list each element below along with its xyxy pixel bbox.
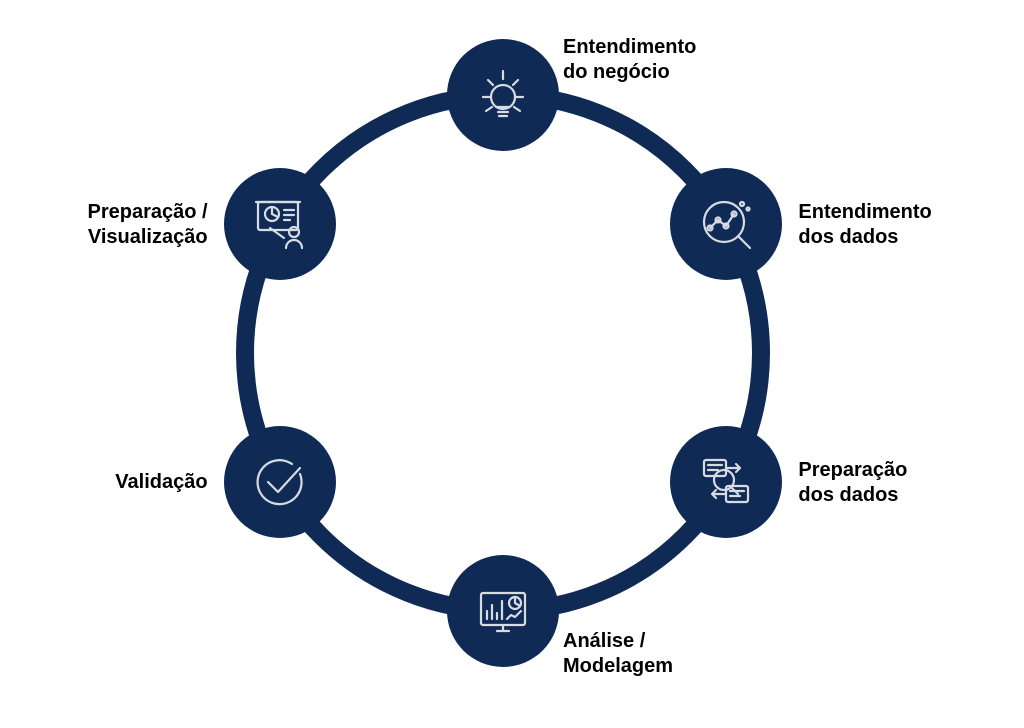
process-node-business-understanding [447,39,559,151]
lightbulb-icon [471,63,535,127]
process-cycle-diagram: Entendimento do negócio Entendimento dos … [0,0,1024,728]
dashboard-icon [471,579,535,643]
process-node-data-understanding [670,168,782,280]
process-label-business-understanding: Entendimento do negócio [563,35,696,85]
process-label-data-preparation: Preparação dos dados [798,458,907,508]
process-label-data-understanding: Entendimento dos dados [798,200,931,250]
check-circle-icon [248,450,312,514]
process-node-analysis-modeling [447,555,559,667]
process-label-analysis-modeling: Análise / Modelagem [563,629,673,679]
process-label-validation: Validação [115,470,207,495]
process-node-preparation-visualization [224,168,336,280]
process-node-validation [224,426,336,538]
data-transform-icon [694,450,758,514]
process-label-preparation-visualization: Preparação / Visualização [88,200,208,250]
magnify-chart-icon [694,192,758,256]
presentation-icon [248,192,312,256]
process-node-data-preparation [670,426,782,538]
